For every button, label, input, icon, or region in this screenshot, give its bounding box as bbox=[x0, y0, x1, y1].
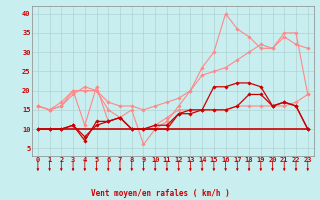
Text: Vent moyen/en rafales ( km/h ): Vent moyen/en rafales ( km/h ) bbox=[91, 189, 229, 198]
